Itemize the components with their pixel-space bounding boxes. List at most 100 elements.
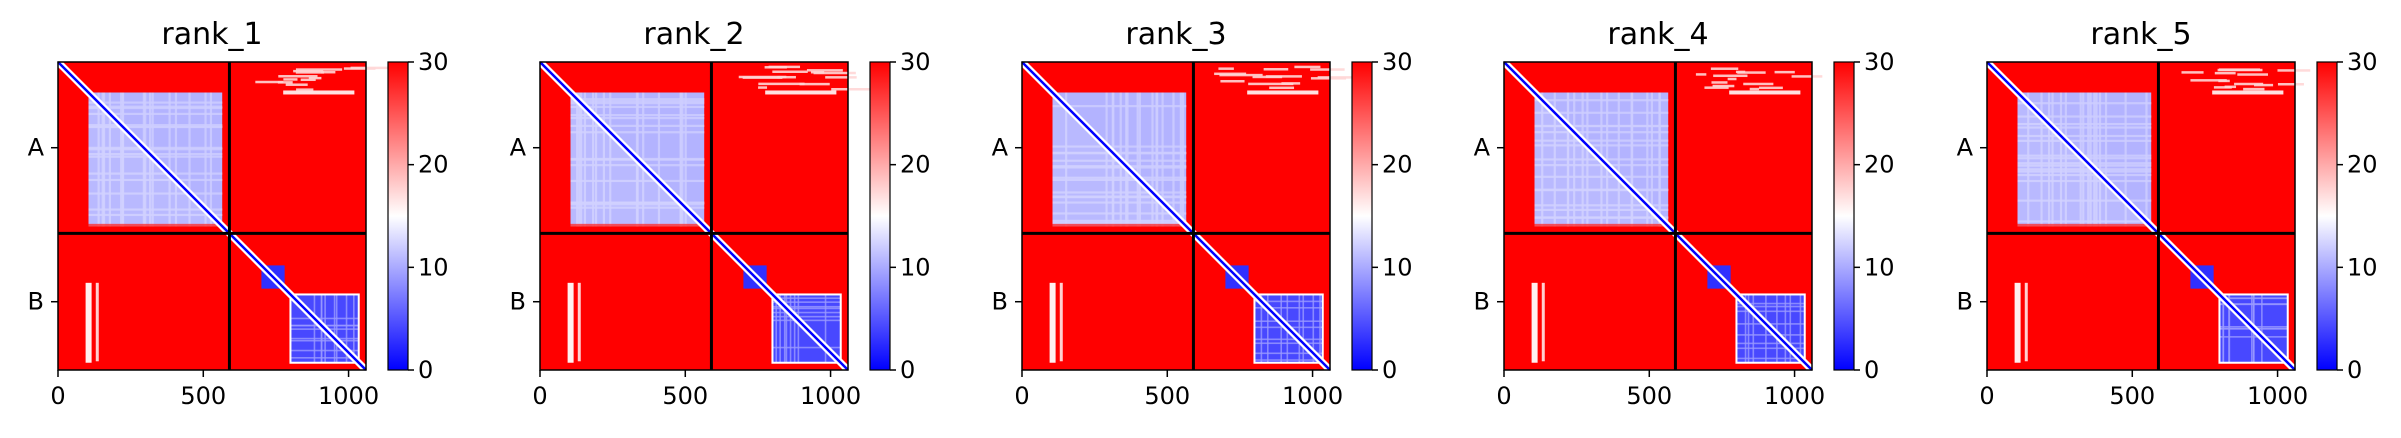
domain-edge	[88, 223, 223, 227]
domain-stripe	[88, 124, 223, 127]
domain-stripe	[209, 92, 213, 227]
domain-stripe	[772, 305, 841, 308]
y-tick-label-A: A	[28, 134, 45, 162]
diagonal	[1986, 61, 2296, 371]
domain-stripe	[1105, 92, 1108, 227]
domain-stripe	[2017, 168, 2152, 171]
x-tick-label: 0	[1496, 382, 1511, 410]
domain-stripe	[1052, 178, 1187, 182]
interchain-streak	[308, 76, 322, 80]
domain-stripe	[772, 315, 841, 318]
domain-stripe	[1736, 305, 1805, 308]
colorbar-tick-label: 10	[1382, 253, 1413, 281]
heatmap-panel-rank_1: rank_1 0 500 1000 A B 0 10 20 30	[28, 17, 449, 410]
interchain-streak	[300, 78, 316, 82]
domain-stripe	[1052, 152, 1187, 155]
interchain-streak	[2190, 79, 2227, 82]
domain-stripe	[1161, 92, 1164, 227]
interchain-streak	[1059, 282, 1063, 362]
colorbar-tick-label: 20	[2347, 151, 2378, 179]
domain-stripe	[779, 294, 781, 363]
domain-edge	[1052, 223, 1187, 227]
plot-frame	[1986, 61, 2296, 371]
interchain-streak	[285, 83, 308, 86]
colorbar-tick-label: 0	[1382, 356, 1397, 384]
interchain-streak	[1743, 82, 1774, 86]
domain-stripe	[1280, 294, 1283, 363]
interchain-streak	[1247, 90, 1319, 95]
interchain-streak	[2218, 79, 2230, 83]
colorbar-tick-label: 30	[418, 48, 449, 76]
interchain-streak	[1737, 71, 1766, 74]
interchain-streak	[295, 71, 325, 74]
colorbar-gradient	[2316, 61, 2338, 371]
domain-stripe	[2219, 297, 2288, 300]
domain-stripe	[1254, 359, 1323, 361]
domain-stripe	[1736, 342, 1805, 345]
domain-stripe	[120, 92, 123, 227]
domain-stripe	[2017, 170, 2152, 173]
y-tick-label-B: B	[1474, 288, 1490, 316]
x-tick-label: 500	[1626, 382, 1672, 410]
interchain-streak	[283, 90, 355, 95]
domain-stripe	[121, 92, 124, 227]
colorbar-tick-label: 10	[418, 253, 449, 281]
interchain-streak	[765, 90, 837, 95]
domain-stripe	[88, 192, 223, 195]
domain-stripe	[2059, 92, 2063, 227]
interchain-streak	[2237, 73, 2268, 76]
interchain-streak	[1219, 73, 1263, 77]
colorbar-tick-label: 10	[900, 253, 931, 281]
domain-stripe	[1736, 357, 1805, 360]
y-tick-label-B: B	[1957, 288, 1973, 316]
x-tick-label: 500	[2109, 382, 2155, 410]
interchain-streak	[1712, 84, 1735, 88]
domain-stripe	[1319, 294, 1321, 363]
domain-stripe	[2093, 92, 2096, 227]
domain-stripe	[1052, 219, 1187, 222]
domain-stripe	[775, 294, 778, 363]
domain-stripe	[188, 92, 191, 227]
x-tick-label: 500	[662, 382, 708, 410]
heatmap-panel-rank_5: rank_5 0 500 1000 A B 0 10 20 30	[1957, 17, 2378, 410]
domain-stripe	[1052, 165, 1187, 168]
x-tick-label: 0	[1979, 382, 1994, 410]
domain-stripe	[88, 125, 223, 128]
domain-stripe	[148, 92, 152, 227]
colorbar: 0 10 20 30	[869, 48, 931, 384]
diagonal	[1503, 61, 1813, 371]
heatmap-panel-rank_2: rank_2 0 500 1000 A B 0 10 20 30	[510, 17, 931, 410]
domain-stripe	[88, 152, 223, 156]
domain-stripe	[88, 105, 223, 108]
domain-stripe	[793, 294, 796, 363]
domain-outline	[289, 293, 360, 364]
domain-stripe	[1052, 212, 1187, 215]
interchain-streak	[1704, 86, 1729, 89]
domain-stripe	[1650, 92, 1653, 227]
colorbar: 0 10 20 30	[387, 48, 449, 384]
interchain-streak	[1791, 75, 1823, 78]
domain-stripe	[1799, 294, 1802, 363]
panel-title: rank_5	[2090, 17, 2191, 52]
domain-stripe	[1534, 144, 1669, 147]
diagonal	[539, 61, 849, 371]
domain-stripe	[1302, 294, 1305, 363]
x-tick-label: 0	[532, 382, 547, 410]
plot-frame	[539, 61, 849, 371]
domain-stripe	[1181, 92, 1185, 227]
y-tick-label-A: A	[1957, 134, 1974, 162]
interchain-streak	[777, 75, 796, 79]
domain-stripe	[204, 92, 207, 227]
interchain-streak	[831, 87, 874, 91]
interchain-streak	[742, 76, 783, 79]
domain-stripe	[88, 101, 223, 104]
interchain-streak	[1710, 67, 1739, 70]
domain-stripe	[142, 92, 145, 227]
domain-stripe	[88, 213, 223, 217]
domain-stripe	[1065, 92, 1068, 227]
interchain-streak	[1759, 86, 1783, 90]
interchain-streak	[2214, 71, 2236, 75]
interchain-streak	[2234, 82, 2264, 86]
colorbar-gradient	[869, 61, 891, 371]
plot-frame	[1503, 61, 1813, 371]
